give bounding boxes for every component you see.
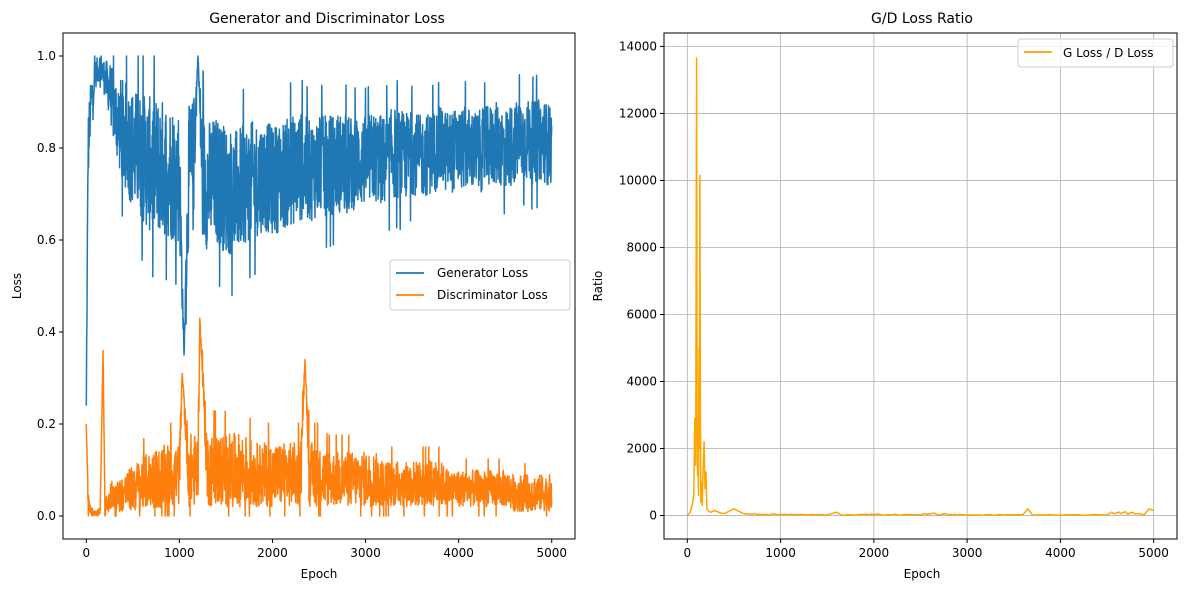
y-tick-label: 0.0 [37,509,56,523]
y-tick-label: 10000 [619,173,657,187]
x-axis-ticks: 0 1000 2000 3000 4000 5000 [683,539,1169,560]
y-axis-ticks: 0 2000 4000 6000 8000 10000 12000 14000 [619,39,664,523]
y-tick-label: 12000 [619,106,657,120]
loss-chart: Generator and Discriminator Loss 0 1000 20… [10,11,576,581]
x-axis-label: Epoch [301,567,338,581]
y-axis-ticks: 0.0 0.2 0.4 0.6 0.8 1.0 [37,49,63,523]
legend-label-generator-loss: Generator Loss [437,266,528,280]
y-tick-label: 0.8 [37,141,56,155]
x-tick-label: 2000 [859,546,890,560]
y-tick-label: 6000 [626,307,657,321]
legend-label-g-d-ratio: G Loss / D Loss [1063,46,1153,60]
x-tick-label: 2000 [257,546,288,560]
legend-box [1017,38,1174,68]
x-tick-label: 0 [82,546,90,560]
grid-lines [664,33,1177,539]
y-tick-label: 2000 [626,442,657,456]
series-line-discriminator-loss [85,317,553,517]
y-tick-label: 0 [649,509,657,523]
y-tick-label: 1.0 [37,49,56,63]
legend-label-discriminator-loss: Discriminator Loss [437,288,548,302]
y-axis-label: Loss [10,273,24,299]
y-tick-label: 4000 [626,375,657,389]
legend-box [389,259,571,311]
ratio-chart: G/D Loss Ratio 0 1000 2000 3000 4000 5000 0 20… [591,11,1178,581]
plot-area [85,55,553,517]
x-tick-label: 1000 [765,546,796,560]
x-tick-label: 5000 [1138,546,1169,560]
plot-frame [62,32,576,540]
x-tick-label: 5000 [536,546,567,560]
plot-area [686,57,1154,517]
x-tick-label: 0 [683,546,691,560]
series-line-generator-loss [85,55,553,406]
x-tick-label: 1000 [164,546,195,560]
x-axis-ticks: 0 1000 2000 3000 4000 5000 [82,539,567,560]
series-line-g-loss-d-loss [686,57,1154,517]
y-tick-label: 14000 [619,39,657,53]
x-axis-label: Epoch [904,567,941,581]
y-tick-label: 0.6 [37,233,56,247]
y-tick-label: 0.2 [37,417,56,431]
x-tick-label: 3000 [952,546,983,560]
y-tick-label: 0.4 [37,325,56,339]
y-tick-label: 8000 [626,240,657,254]
x-tick-label: 4000 [443,546,474,560]
y-axis-label: Ratio [591,271,605,302]
legend: G Loss / D Loss [1017,38,1174,68]
legend: Generator Loss Discriminator Loss [389,259,571,311]
plot-frame [663,32,1178,540]
chart-title: Generator and Discriminator Loss [209,11,445,27]
x-tick-label: 3000 [350,546,381,560]
x-tick-label: 4000 [1045,546,1076,560]
chart-title: G/D Loss Ratio [871,11,973,27]
